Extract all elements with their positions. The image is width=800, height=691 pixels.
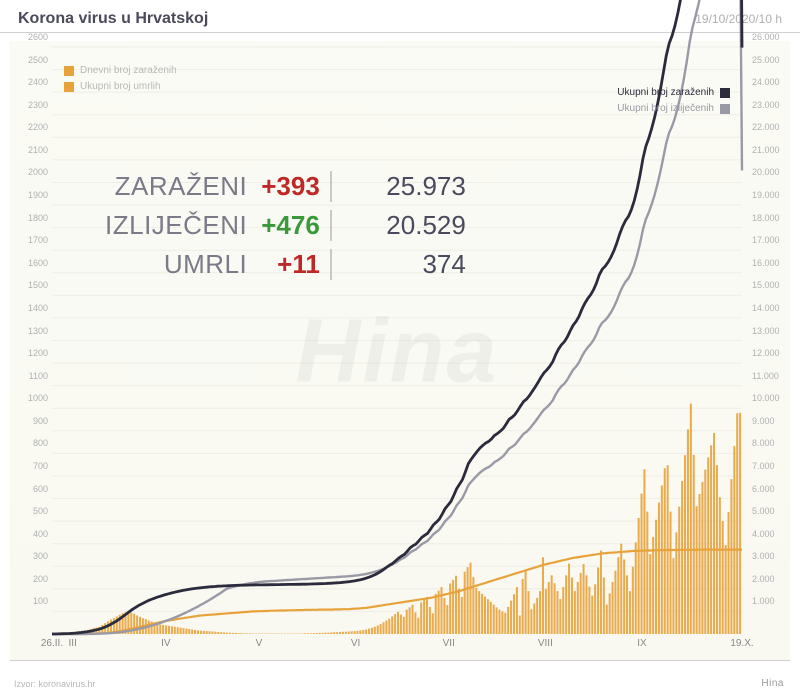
- y-right-tick: 15.000: [748, 280, 790, 290]
- y-left-tick: 1400: [10, 303, 52, 313]
- y-left-tick: 1700: [10, 235, 52, 245]
- stat-total: 25.973: [346, 171, 466, 202]
- y-left-tick: 2100: [10, 145, 52, 155]
- x-tick: VII: [443, 638, 455, 649]
- y-left-tick: 2600: [10, 32, 52, 42]
- stats-box: ZARAŽENI +393 25.973 IZLIJEČENI +476 20.529 UM…: [105, 171, 466, 280]
- x-tick: IV: [161, 638, 170, 649]
- logo-label: Hina: [761, 678, 784, 689]
- legend-item: Ukupni broj zaraženih: [617, 85, 730, 101]
- y-left-tick: 1300: [10, 326, 52, 336]
- legend-left: Dnevni broj zaraženihUkupni broj umrlih: [64, 63, 177, 95]
- y-left-tick: 2300: [10, 100, 52, 110]
- y-right-tick: 26.000: [748, 32, 790, 42]
- legend-item: Ukupni broj umrlih: [64, 79, 177, 95]
- y-right-tick: 4.000: [748, 529, 790, 539]
- y-left-tick: 1600: [10, 258, 52, 268]
- x-tick: VIII: [538, 638, 553, 649]
- stat-delta: +11: [261, 249, 332, 280]
- y-right-tick: 20.000: [748, 167, 790, 177]
- y-left-tick: 200: [10, 574, 52, 584]
- y-left-tick: 600: [10, 484, 52, 494]
- y-axis-left: 100 200 300 400 500 600 700 800 900 1000 1100 1200 1…: [10, 47, 52, 634]
- legend-item: Ukupni broj izliječenih: [617, 101, 730, 117]
- y-left-tick: 300: [10, 551, 52, 561]
- chart-container: 100 200 300 400 500 600 700 800 900 1000 1100 1200 1…: [10, 41, 790, 661]
- source-footer: Izvor: koronavirus.hr: [14, 679, 96, 689]
- stat-total: 20.529: [346, 210, 466, 241]
- x-tick: 19.X.: [730, 638, 753, 649]
- y-right-tick: 18.000: [748, 213, 790, 223]
- y-right-tick: 12.000: [748, 348, 790, 358]
- y-left-tick: 2000: [10, 167, 52, 177]
- y-right-tick: 6.000: [748, 484, 790, 494]
- y-left-tick: 500: [10, 506, 52, 516]
- y-right-tick: 7.000: [748, 461, 790, 471]
- y-left-tick: 1800: [10, 213, 52, 223]
- y-right-tick: 10.000: [748, 393, 790, 403]
- x-tick: VI: [351, 638, 360, 649]
- y-axis-right: 1.000 2.000 3.000 4.000 5.000 6.000 7.000 8.000…: [748, 47, 790, 634]
- x-tick: 26.II.: [41, 638, 63, 649]
- y-right-tick: 24.000: [748, 77, 790, 87]
- y-left-tick: 1100: [10, 371, 52, 381]
- y-right-tick: 16.000: [748, 258, 790, 268]
- y-right-tick: 14.000: [748, 303, 790, 313]
- x-tick: III: [69, 638, 77, 649]
- chart-svg: [52, 47, 742, 634]
- y-left-tick: 700: [10, 461, 52, 471]
- legend-item: Dnevni broj zaraženih: [64, 63, 177, 79]
- datetime-label: 19/10/2020/10 h: [695, 12, 782, 26]
- y-right-tick: 11.000: [748, 371, 790, 381]
- y-left-tick: 400: [10, 529, 52, 539]
- y-right-tick: 17.000: [748, 235, 790, 245]
- y-left-tick: 900: [10, 416, 52, 426]
- y-right-tick: 1.000: [748, 596, 790, 606]
- y-left-tick: 2200: [10, 122, 52, 132]
- y-left-tick: 1000: [10, 393, 52, 403]
- y-left-tick: 1200: [10, 348, 52, 358]
- y-right-tick: 25.000: [748, 55, 790, 65]
- plot-area: Hina: [52, 47, 742, 634]
- y-right-tick: 22.000: [748, 122, 790, 132]
- stat-label: UMRLI: [105, 249, 247, 280]
- y-left-tick: 1900: [10, 190, 52, 200]
- stat-delta: +393: [261, 171, 332, 202]
- legend-right: Ukupni broj zaraženihUkupni broj izliječ…: [617, 85, 730, 117]
- y-left-tick: 800: [10, 438, 52, 448]
- y-right-tick: 3.000: [748, 551, 790, 561]
- stat-delta: +476: [261, 210, 332, 241]
- y-right-tick: 19.000: [748, 190, 790, 200]
- stat-label: ZARAŽENI: [105, 171, 247, 202]
- page-title: Korona virus u Hrvatskoj: [18, 10, 208, 28]
- y-left-tick: 1500: [10, 280, 52, 290]
- y-right-tick: 2.000: [748, 574, 790, 584]
- y-right-tick: 23.000: [748, 100, 790, 110]
- y-right-tick: 21.000: [748, 145, 790, 155]
- y-right-tick: 8.000: [748, 438, 790, 448]
- y-right-tick: 13.000: [748, 326, 790, 336]
- y-left-tick: 2500: [10, 55, 52, 65]
- x-axis: 26.II.IIIIVVVIVIIVIIIIX19.X.: [52, 638, 742, 656]
- x-tick: V: [256, 638, 263, 649]
- y-right-tick: 9.000: [748, 416, 790, 426]
- stat-total: 374: [346, 249, 466, 280]
- y-left-tick: 100: [10, 596, 52, 606]
- y-left-tick: 2400: [10, 77, 52, 87]
- x-tick: IX: [637, 638, 646, 649]
- y-right-tick: 5.000: [748, 506, 790, 516]
- stat-label: IZLIJEČENI: [105, 210, 247, 241]
